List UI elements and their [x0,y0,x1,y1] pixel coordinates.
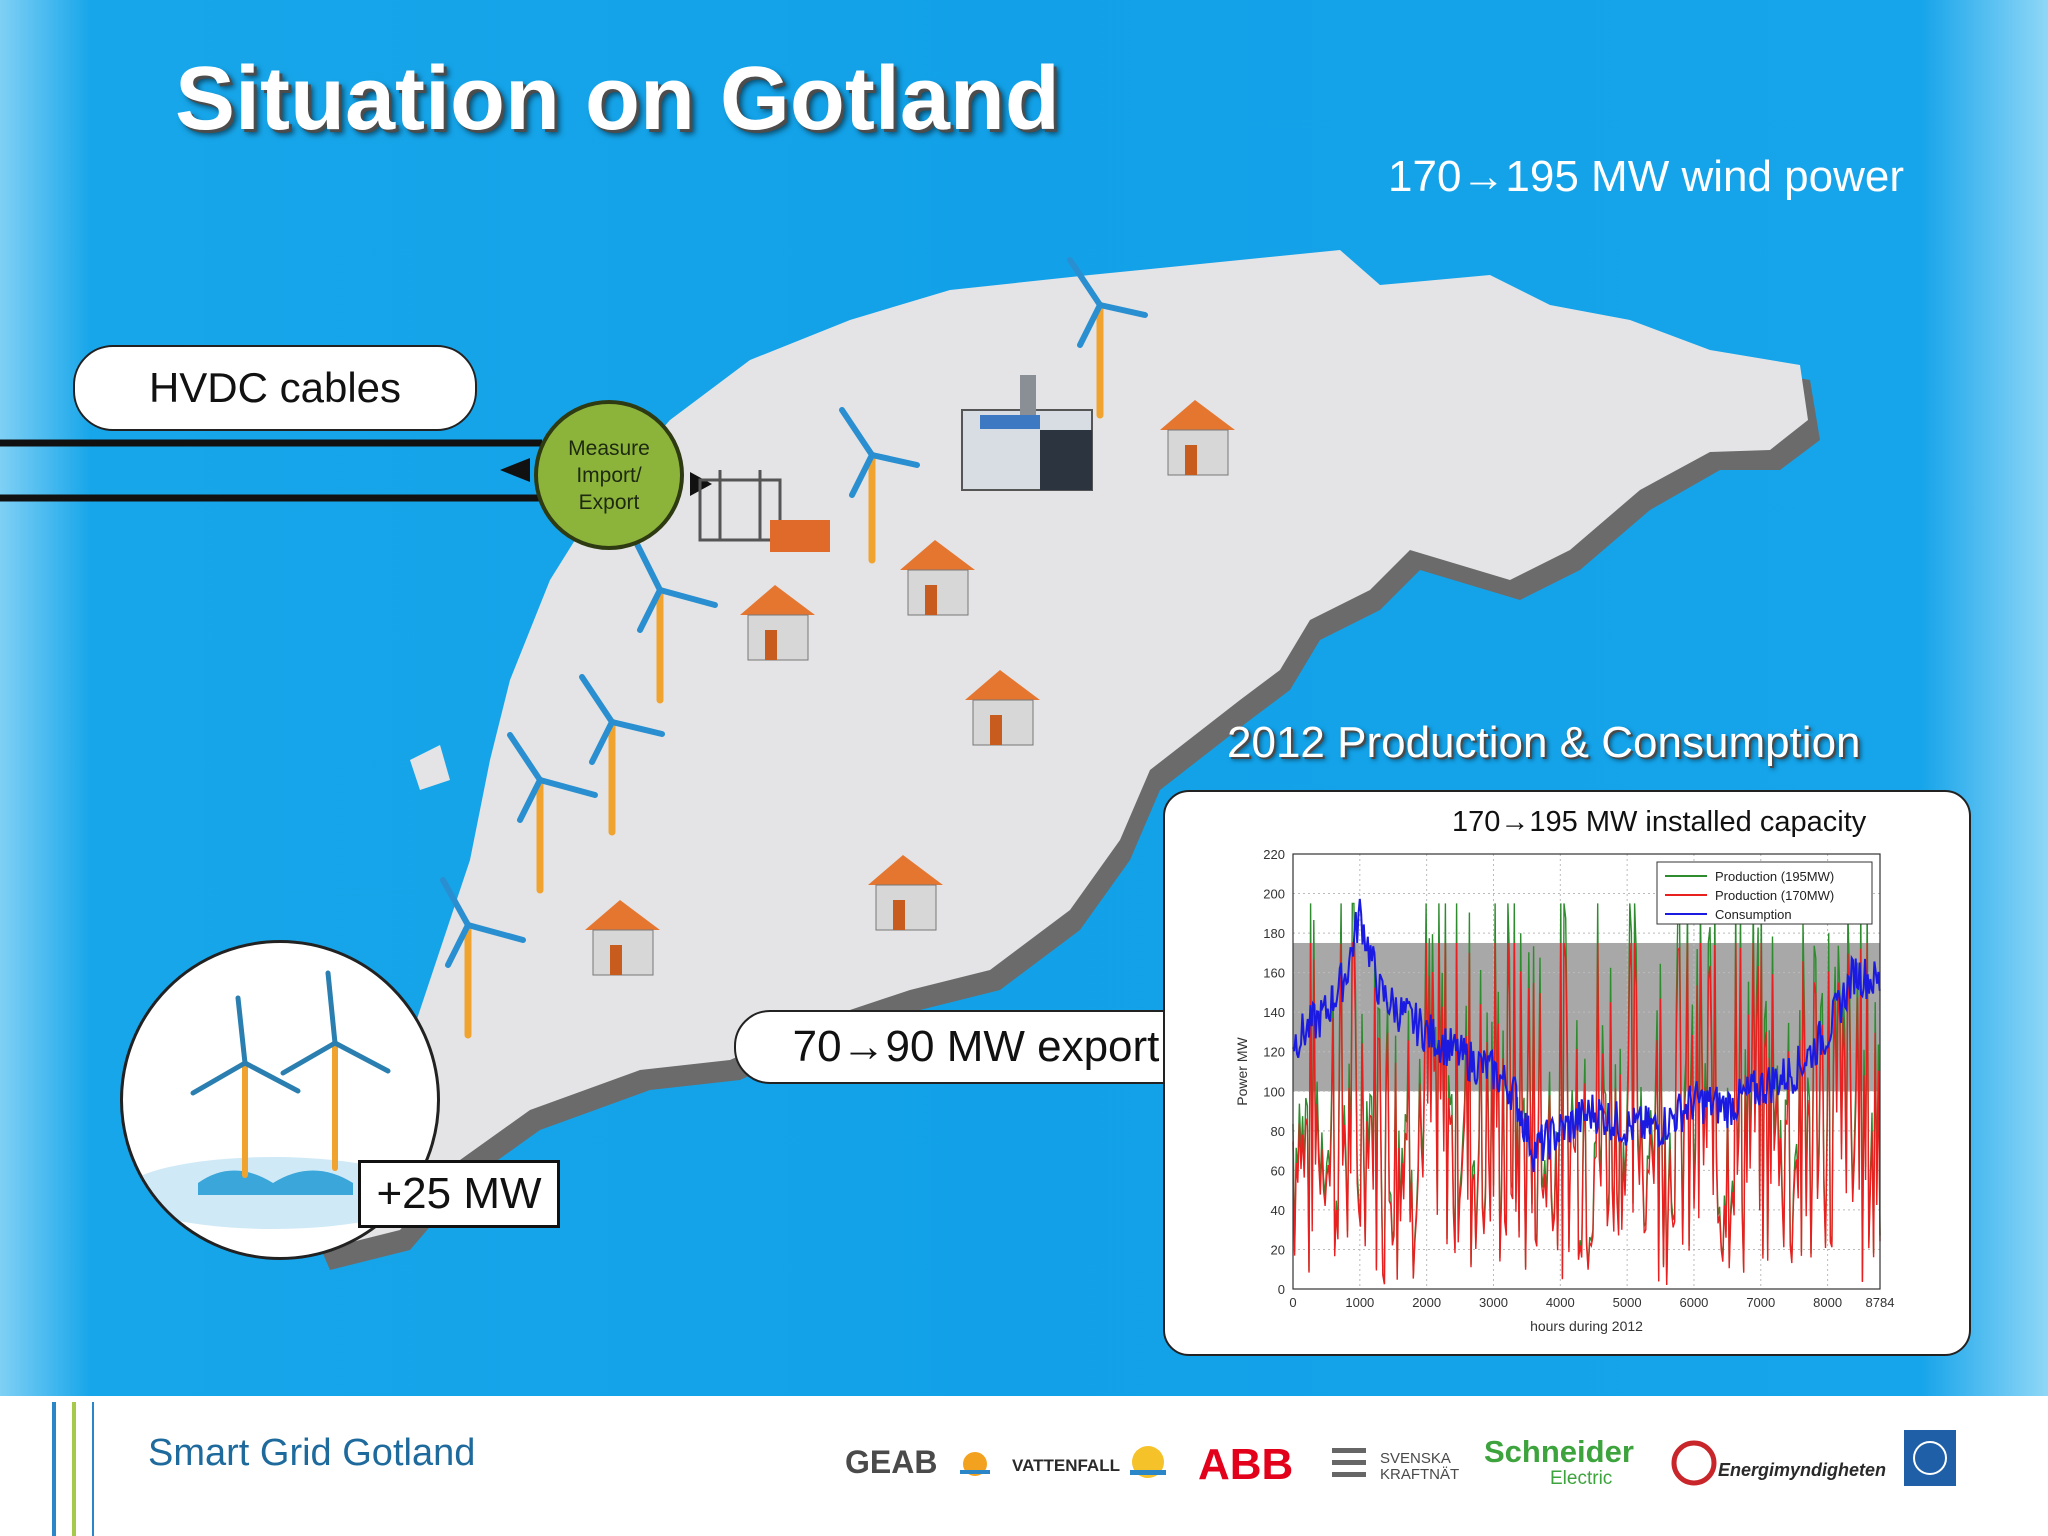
y-tick-label: 220 [1263,847,1285,862]
vattenfall-sun-icon [1130,1446,1166,1478]
hvdc-cables-label: HVDC cables [73,345,477,431]
kth-logo-icon [1904,1430,1956,1486]
x-tick-label: 1000 [1345,1295,1374,1310]
wind-turbine-icons [440,257,1148,1039]
x-tick-label: 8000 [1813,1295,1842,1310]
y-tick-label: 80 [1271,1124,1285,1139]
production-consumption-chart: 0 20 40 60 80 100 120 140 160 180 200 220 0 1000 2000 3… [1234,847,1895,1334]
chart-panel: 0 20 40 60 80 100 120 140 160 180 200 220 0 1000 2000 3… [1163,790,1971,1356]
logo-geab: GEAB [845,1444,938,1480]
offshore-capacity-label: +25 MW [358,1160,560,1228]
factory-icon [961,375,1093,491]
y-tick-label: 160 [1263,966,1285,981]
footer-accent-bar [92,1402,94,1536]
measure-line-1: Measure [568,436,650,460]
slide-title: Situation on Gotland [175,49,1060,149]
y-tick-label: 140 [1263,1005,1285,1020]
logo-svenska: SVENSKA [1380,1450,1451,1467]
x-tick-label: 5000 [1613,1295,1642,1310]
chart-subtitle: 170→195 MW installed capacity [1452,806,1867,838]
y-tick-label: 180 [1263,926,1285,941]
geab-sun-icon [960,1452,990,1476]
y-tick-label: 200 [1263,887,1285,902]
plot-frame [1292,853,1881,1290]
legend-label: Consumption [1715,907,1792,922]
footer-bar [0,1396,2048,1536]
y-tick-label: 0 [1278,1282,1285,1297]
logo-electric: Electric [1550,1468,1613,1489]
offshore-turbines-icon [123,970,423,1229]
logo-energimyndigheten: Energimyndigheten [1718,1460,1887,1480]
x-tick-label: 6000 [1679,1295,1708,1310]
x-tick-label: 7000 [1746,1295,1775,1310]
y-tick-label: 120 [1263,1045,1285,1060]
footer-accent-bar [72,1402,76,1536]
y-tick-label: 20 [1271,1242,1285,1257]
wind-power-label: 170→195 MW wind power [1388,152,1905,201]
logo-abb: ABB [1198,1440,1294,1489]
y-tick-label: 40 [1271,1203,1285,1218]
svenska-kraftnat-icon [1332,1448,1366,1477]
legend-label: Production (195MW) [1715,869,1834,884]
measure-line-2: Import/ [576,463,642,487]
footer-title: Smart Grid Gotland [148,1432,476,1474]
energimyndigheten-icon [1671,1440,1717,1486]
y-tick-label: 100 [1263,1084,1285,1099]
offshore-wind-illustration [120,940,440,1260]
chart-heading: 2012 Production & Consumption [1227,718,1861,767]
measure-import-export-badge: Measure Import/ Export [534,400,684,550]
footer-accent-bar [52,1402,56,1536]
export-label: 70→90 MW export [734,1010,1218,1084]
measure-line-3: Export [578,490,640,514]
logo-schneider: Schneider [1484,1434,1634,1469]
legend-label: Production (170MW) [1715,888,1834,903]
x-tick-label: 0 [1289,1295,1296,1310]
x-tick-label: 3000 [1479,1295,1508,1310]
x-tick-label: 2000 [1412,1295,1441,1310]
logo-vattenfall: VATTENFALL [1012,1456,1120,1475]
x-tick-label: 4000 [1546,1295,1575,1310]
y-axis-label: Power MW [1234,1036,1250,1105]
x-tick-label: 8784 [1866,1295,1895,1310]
house-icons [585,400,1235,976]
substation-icon [698,470,830,552]
x-axis-label: hours during 2012 [1530,1318,1643,1334]
series-production-170-line [1292,942,1881,1286]
y-tick-label: 60 [1271,1163,1285,1178]
series-consumption-line [1292,898,1881,1173]
logo-kraftnat: KRAFTNÄT [1380,1466,1460,1483]
hvdc-cable-lines [0,439,542,502]
